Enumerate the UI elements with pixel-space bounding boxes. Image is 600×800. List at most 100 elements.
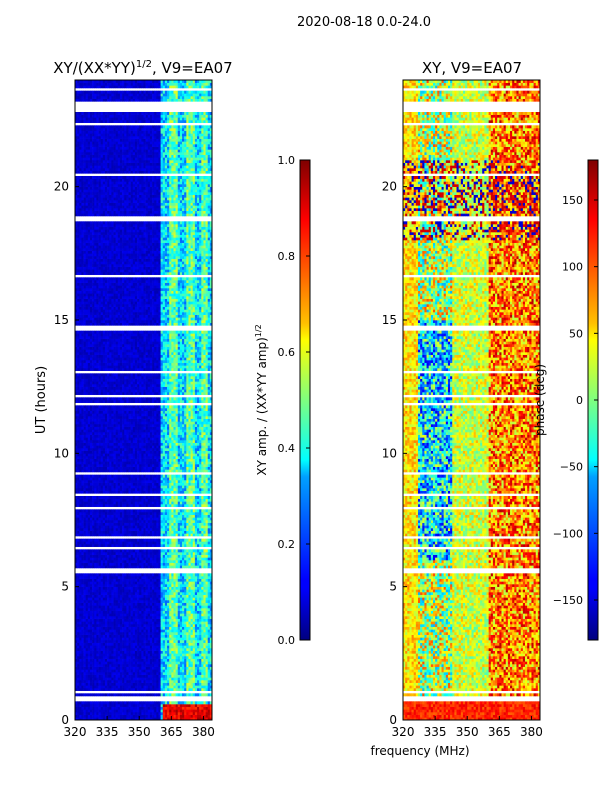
heatmap-cell — [141, 517, 144, 521]
heatmap-cell — [173, 554, 176, 558]
heatmap-cell — [102, 528, 106, 531]
heatmap-cell — [128, 584, 131, 587]
heatmap-cell — [164, 674, 168, 678]
heatmap-cell — [113, 680, 116, 683]
heatmap-cell — [209, 597, 213, 601]
heatmap-cell — [115, 650, 119, 654]
heatmap-cell — [100, 658, 104, 662]
heatmap-cell — [199, 496, 202, 499]
heatmap-cell — [115, 632, 119, 635]
heatmap-cell — [192, 621, 196, 625]
heatmap-cell — [164, 693, 168, 697]
heatmap-cell — [177, 594, 181, 598]
heatmap-cell — [111, 488, 114, 491]
heatmap-cell — [85, 701, 89, 705]
heatmap-cell — [154, 666, 157, 670]
heatmap-cell — [109, 680, 112, 683]
heatmap-cell — [149, 581, 153, 585]
heatmap-cell — [203, 525, 206, 529]
heatmap-cell — [104, 520, 108, 523]
heatmap-cell — [171, 621, 174, 625]
heatmap-cell — [207, 608, 211, 611]
heatmap-cell — [130, 685, 134, 689]
heatmap-cell — [75, 512, 78, 515]
heatmap-cell — [77, 562, 80, 566]
heatmap-cell — [152, 682, 155, 686]
heatmap-cell — [152, 522, 155, 526]
heatmap-cell — [162, 498, 166, 502]
heatmap-cell — [94, 602, 97, 606]
heatmap-cell — [83, 549, 86, 553]
heatmap-cell — [156, 693, 159, 697]
heatmap-cell — [107, 645, 110, 649]
heatmap-cell — [126, 504, 129, 507]
heatmap-cell — [111, 634, 114, 638]
heatmap-cell — [145, 680, 149, 683]
heatmap-cell — [77, 589, 80, 593]
heatmap-cell — [154, 509, 157, 513]
heatmap-cell — [89, 522, 93, 526]
heatmap-cell — [75, 704, 78, 707]
heatmap-cell — [169, 549, 172, 553]
heatmap-cell — [107, 541, 110, 545]
heatmap-cell — [209, 645, 213, 649]
heatmap-cell — [164, 640, 168, 643]
heatmap-cell — [207, 597, 211, 601]
heatmap-cell — [77, 538, 80, 542]
heatmap-cell — [147, 557, 151, 561]
heatmap-cell — [186, 565, 189, 569]
heatmap-cell — [89, 490, 93, 494]
heatmap-cell — [160, 560, 164, 563]
heatmap-cell — [111, 608, 114, 611]
heatmap-cell — [149, 605, 153, 609]
heatmap-cell — [147, 597, 151, 601]
heatmap-cell — [162, 544, 166, 547]
heatmap-cell — [115, 608, 119, 611]
heatmap-cell — [94, 525, 97, 529]
heatmap-cell — [197, 541, 200, 545]
heatmap-cell — [184, 688, 187, 691]
heatmap-cell — [167, 538, 170, 542]
heatmap-cell — [107, 653, 110, 657]
heatmap-cell — [207, 541, 211, 545]
heatmap-cell — [192, 490, 196, 494]
heatmap-cell — [139, 664, 142, 667]
heatmap-cell — [92, 717, 95, 721]
heatmap-cell — [141, 693, 144, 697]
heatmap-cell — [145, 528, 149, 531]
heatmap-cell — [199, 637, 202, 641]
heatmap-cell — [143, 714, 146, 718]
heatmap-cell — [209, 552, 213, 555]
heatmap-cell — [162, 501, 166, 505]
heatmap-cell — [177, 586, 181, 590]
heatmap-cell — [87, 658, 91, 662]
heatmap-cell — [92, 629, 95, 633]
heatmap-cell — [203, 512, 206, 515]
heatmap-cell — [137, 672, 140, 675]
heatmap-cell — [89, 602, 93, 606]
heatmap-cell — [194, 594, 198, 598]
heatmap-cell — [92, 637, 95, 641]
heatmap-cell — [98, 653, 101, 657]
heatmap-cell — [184, 554, 187, 558]
heatmap-cell — [149, 594, 153, 598]
heatmap-cell — [192, 661, 196, 665]
heatmap-cell — [186, 522, 189, 526]
heatmap-cell — [177, 592, 181, 595]
heatmap-cell — [199, 629, 202, 633]
heatmap-cell — [137, 656, 140, 659]
heatmap-cell — [92, 573, 95, 577]
heatmap-cell — [149, 629, 153, 633]
heatmap-cell — [186, 706, 189, 710]
heatmap-cell — [173, 498, 176, 502]
heatmap-cell — [203, 605, 206, 609]
heatmap-cell — [98, 522, 101, 526]
heatmap-cell — [179, 640, 183, 643]
heatmap-cell — [79, 549, 82, 553]
heatmap-cell — [158, 688, 161, 691]
heatmap-cell — [109, 525, 112, 529]
heatmap-cell — [203, 642, 206, 646]
heatmap-cell — [201, 576, 204, 579]
heatmap-cell — [109, 594, 112, 598]
heatmap-cell — [147, 565, 151, 569]
